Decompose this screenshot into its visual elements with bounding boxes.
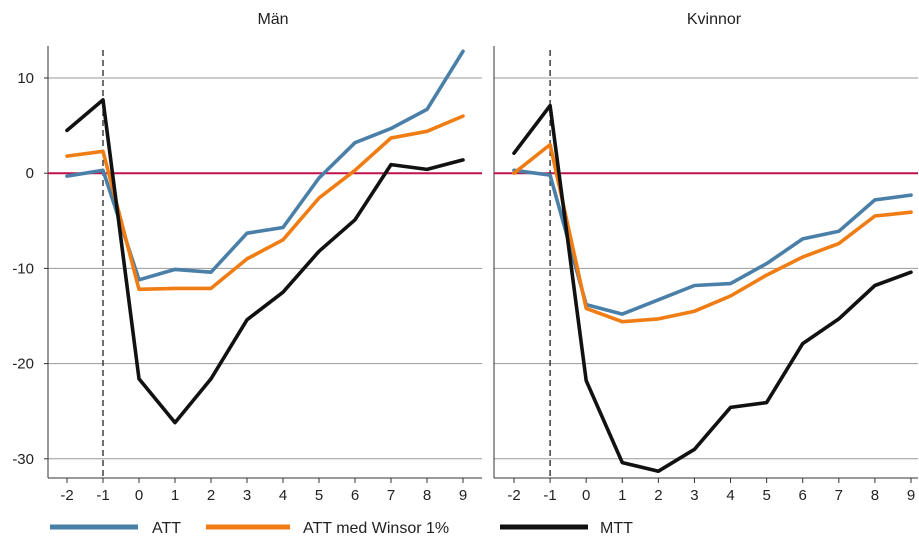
x-tick-label: 8 [871,487,879,504]
x-tick-label: 2 [654,487,662,504]
x-tick-label: -2 [507,487,520,504]
x-tick-label: 1 [171,487,179,504]
x-tick-label: 3 [243,487,251,504]
panel-title: Kvinnor [687,11,742,28]
panel-2: Kvinnor -2 -1 0 1 2 3 4 5 6 7 8 9 [493,11,918,504]
x-tick-label: 0 [582,487,590,504]
y-tick-label: 0 [26,165,34,182]
series-line-mtt [65,98,465,425]
y-tick-label: -10 [12,260,34,277]
x-tick-label: 4 [279,487,287,504]
chart-legend: ATT ATT med Winsor 1% MTT [50,520,633,537]
y-tick-label: -30 [12,451,34,468]
series-line-winsor [65,114,465,292]
legend-label: ATT med Winsor 1% [303,520,449,537]
x-tick-label: 6 [351,487,359,504]
x-tick-label: 3 [690,487,698,504]
legend-item-winsor: ATT med Winsor 1% [206,520,449,537]
x-tick-label: 7 [835,487,843,504]
legend-label: MTT [600,520,633,537]
x-tick-label: -1 [543,487,556,504]
x-tick-label: 0 [135,487,143,504]
x-tick-label: 4 [726,487,734,504]
x-tick-label: -2 [60,487,73,504]
x-tick-label: 9 [459,487,467,504]
series-line-mtt [512,103,913,474]
y-tick-label: -20 [12,356,34,373]
x-tick-label: 9 [907,487,915,504]
x-tick-label: 2 [207,487,215,504]
y-tick-label: 10 [17,70,34,87]
x-tick-label: 8 [423,487,431,504]
x-tick-label: 7 [387,487,395,504]
x-tick-label: 5 [315,487,323,504]
legend-item-mtt: MTT [500,520,633,537]
x-tick-label: 6 [799,487,807,504]
x-tick-label: 1 [618,487,626,504]
legend-label: ATT [152,520,181,537]
legend-item-att: ATT [50,520,181,537]
x-tick-label: 5 [762,487,770,504]
x-tick-label: -1 [96,487,109,504]
panel-title: Män [257,11,288,28]
series-line-winsor [512,142,913,324]
